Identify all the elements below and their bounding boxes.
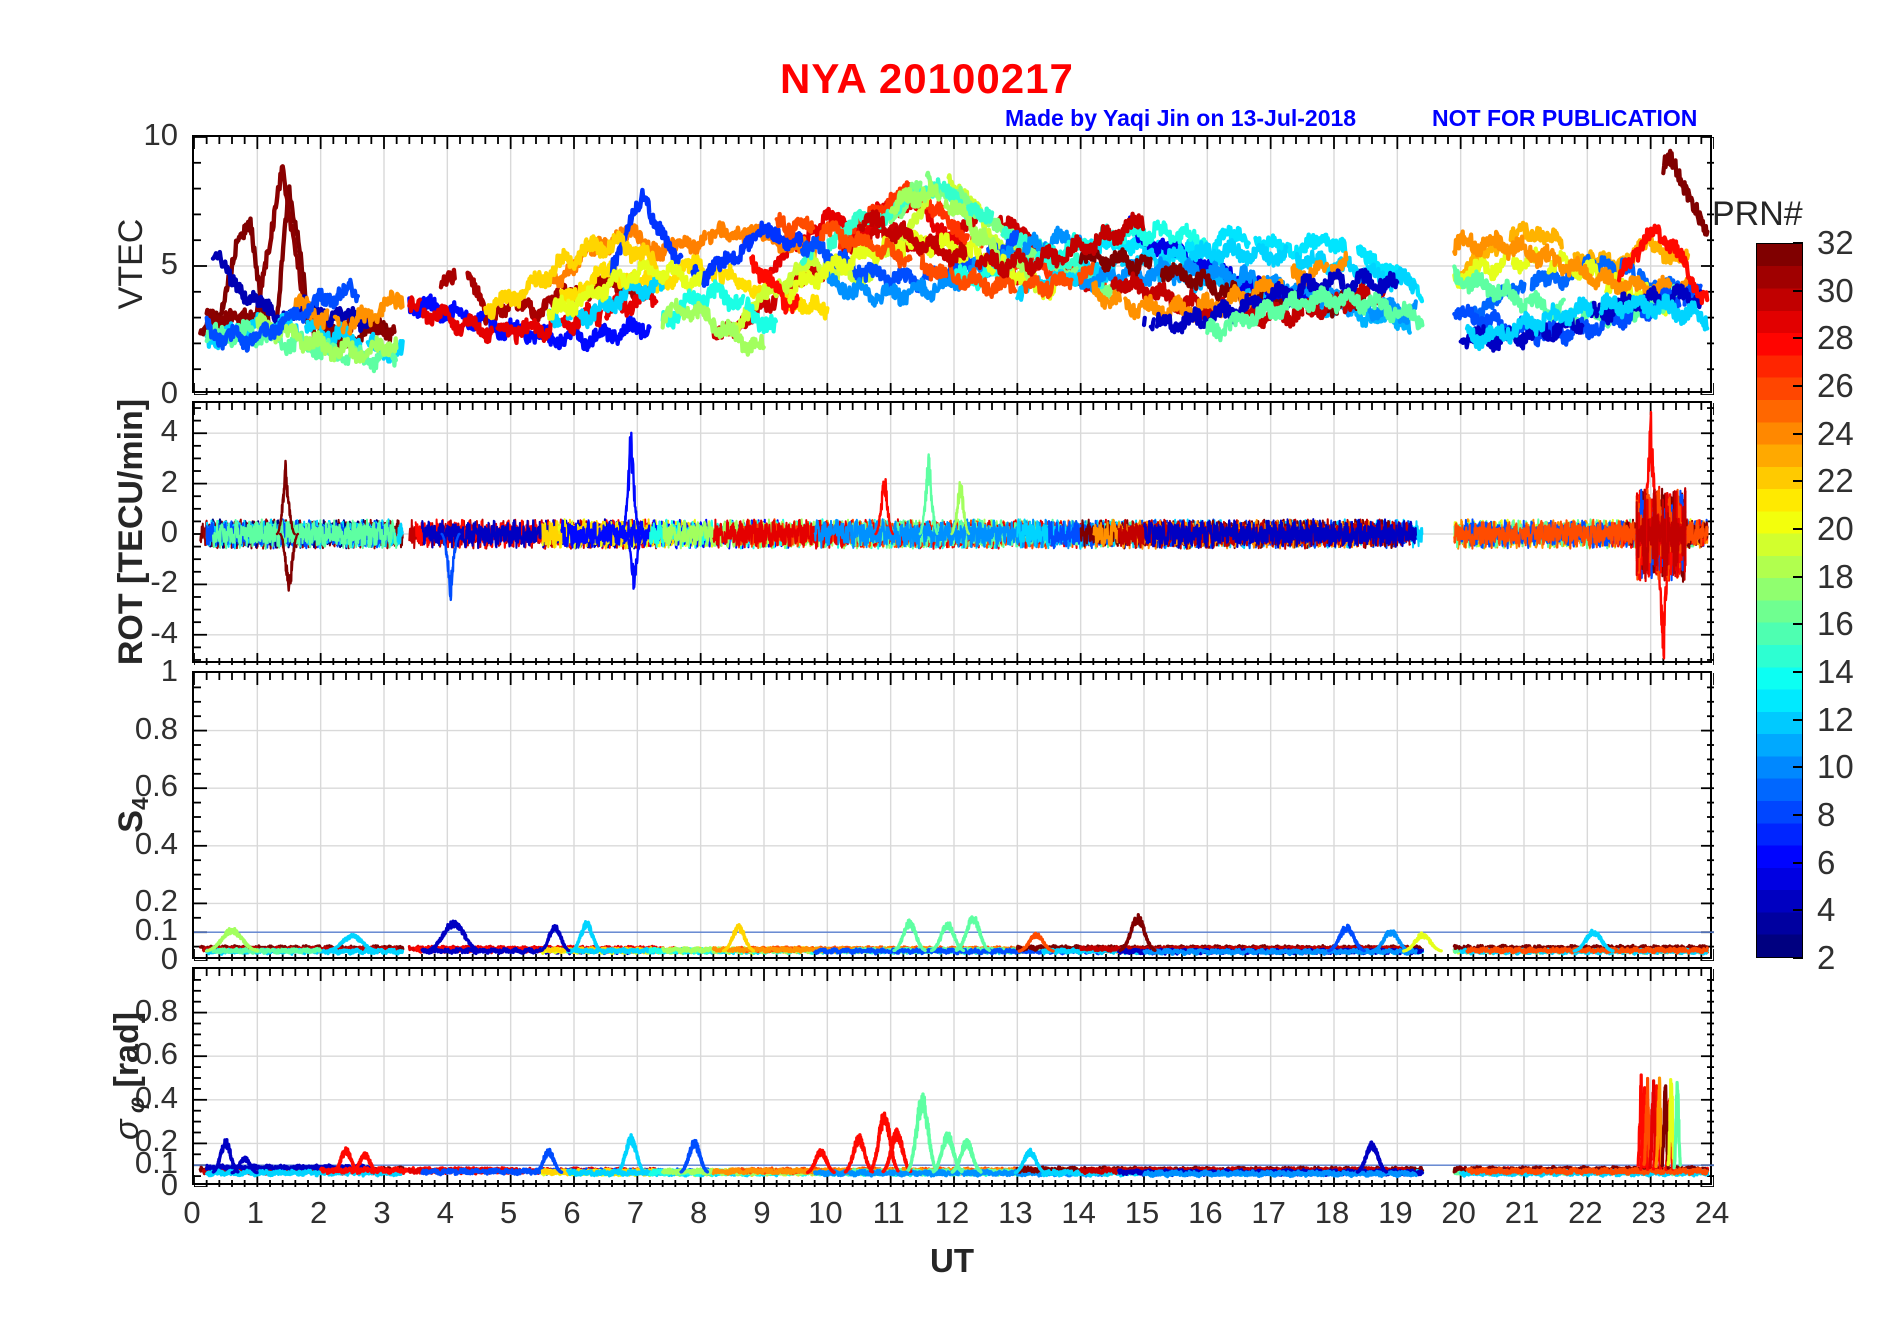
colorbar-tick-label-30: 30 [1817,271,1854,309]
ytick-label-sigma_phi-4: 0.6 [134,1036,178,1072]
colorbar-tick-label-4: 4 [1817,891,1836,929]
xtick-label-20: 20 [1441,1195,1476,1230]
xtick-label-23: 23 [1631,1195,1666,1230]
colorbar-tick-label-18: 18 [1817,557,1854,595]
ytick-label-rot-0: 4 [160,413,178,449]
xtick-label-24: 24 [1694,1195,1730,1230]
colorbar-tick-32 [1793,242,1803,244]
ytick-label-s4-6: 1 [160,653,178,688]
colorbar-tick-6 [1793,861,1803,864]
ytick-label-rot-1: 2 [160,463,178,499]
colorbar-tick-12 [1793,718,1803,721]
colorbar-tick-label-6: 6 [1817,843,1836,881]
y-axis-label-s4: S4 [112,797,153,833]
xtick-label-10: 10 [808,1195,843,1230]
xtick-label-22: 22 [1568,1195,1603,1230]
y-axis-label-vtec: VTEC [112,218,150,310]
ytick-label-rot-4: -4 [150,614,178,650]
made-by-annotation: Made by Yaqi Jin on 13-Jul-2018 [1005,105,1357,131]
plot-panel-sigma_phi [192,967,1714,1187]
plot-panel-s4 [192,671,1714,961]
x-axis-label: UT [930,1242,974,1279]
ytick-label-rot-3: -2 [150,564,178,600]
colorbar-tick-14 [1793,671,1803,673]
y-axis-label-sigma-phi: σ φ [rad] [108,1011,149,1141]
colorbar-tick-label-32: 32 [1817,224,1854,261]
ytick-label-sigma_phi-3: 0.4 [134,1079,178,1115]
colorbar-tick-20 [1793,528,1803,530]
colorbar-tick-28 [1793,337,1803,340]
xtick-label-7: 7 [626,1195,644,1230]
xtick-label-19: 19 [1378,1195,1413,1230]
colorbar-tick-label-2: 2 [1817,939,1836,976]
xtick-label-12: 12 [934,1195,970,1230]
colorbar-gradient [1756,243,1803,958]
colorbar-tick-8 [1793,814,1803,816]
xtick-label-4: 4 [436,1195,454,1230]
ytick-label-s4-4: 0.6 [134,768,178,804]
xtick-label-18: 18 [1314,1195,1350,1230]
xtick-label-6: 6 [563,1195,581,1230]
ytick-label-sigma_phi-1: 0.1 [134,1145,178,1181]
xtick-label-16: 16 [1188,1195,1223,1230]
colorbar-tick-16 [1793,623,1803,626]
colorbar-tick-18 [1793,575,1803,578]
xtick-label-11: 11 [872,1195,905,1230]
colorbar-title: PRN# [1712,195,1803,233]
colorbar-tick-label-8: 8 [1817,796,1836,833]
colorbar-tick-4 [1793,909,1803,912]
figure-title: NYA 20100217 [780,55,1074,102]
colorbar-tick-22 [1793,480,1803,483]
colorbar-tick-label-24: 24 [1817,414,1854,452]
colorbar-tick-label-28: 28 [1817,319,1854,357]
xtick-label-9: 9 [753,1195,771,1230]
colorbar-tick-24 [1793,432,1803,435]
y-axis-label-rot: ROT [TECU/min] [112,398,150,666]
xtick-label-17: 17 [1251,1195,1286,1230]
colorbar-tick-26 [1793,385,1803,387]
colorbar-tick-label-20: 20 [1817,510,1854,547]
plot-panel-rot [192,401,1714,665]
plot-panel-vtec [192,135,1714,395]
colorbar-tick-30 [1793,289,1803,292]
ytick-label-sigma_phi-5: 0.8 [134,992,178,1028]
xtick-label-13: 13 [998,1195,1033,1230]
colorbar-tick-label-12: 12 [1817,700,1854,738]
ytick-label-rot-2: 0 [160,514,178,549]
xtick-label-15: 15 [1124,1195,1160,1230]
xtick-label-21: 21 [1504,1195,1540,1230]
ytick-label-vtec-0: 0 [160,375,178,410]
ytick-label-vtec-1: 5 [160,246,178,281]
xtick-label-2: 2 [310,1195,328,1230]
xtick-label-5: 5 [500,1195,518,1230]
xtick-label-1: 1 [246,1195,264,1230]
xtick-label-8: 8 [690,1195,708,1230]
xtick-label-3: 3 [373,1195,391,1230]
ytick-label-s4-3: 0.4 [134,825,178,861]
colorbar-tick-label-22: 22 [1817,462,1854,500]
not-for-publication-annotation: NOT FOR PUBLICATION [1432,105,1698,131]
xtick-label-0: 0 [183,1195,201,1230]
colorbar-tick-label-14: 14 [1817,653,1854,690]
colorbar-tick-10 [1793,766,1803,769]
ytick-label-vtec-2: 10 [143,117,178,152]
ytick-label-s4-5: 0.8 [134,710,178,746]
colorbar-tick-2 [1793,957,1803,959]
ytick-label-s4-1: 0.1 [134,912,178,948]
colorbar-tick-label-10: 10 [1817,748,1854,786]
ytick-label-sigma_phi-2: 0.2 [134,1123,178,1159]
colorbar-tick-label-16: 16 [1817,605,1854,643]
ytick-label-sigma_phi-0: 0 [160,1167,178,1202]
ytick-label-s4-2: 0.2 [134,883,178,919]
colorbar-tick-label-26: 26 [1817,367,1854,404]
ytick-label-s4-0: 0 [160,941,178,976]
xtick-label-14: 14 [1061,1195,1096,1230]
